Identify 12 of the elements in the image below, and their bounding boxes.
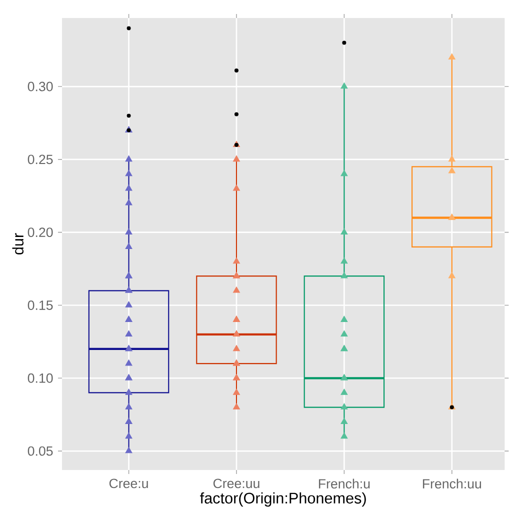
y-axis-title: dur (12, 233, 24, 254)
y-tick-label: 0.25 (28, 154, 53, 164)
x-tick-label: French:u (318, 478, 370, 488)
y-tick-label: 0.10 (28, 373, 53, 383)
y-tick-label: 0.20 (28, 228, 53, 238)
x-tick-label: Cree:uu (213, 478, 260, 488)
x-tick-label: French:uu (422, 478, 482, 488)
y-tick-label: 0.05 (28, 446, 53, 456)
x-axis-title: factor(Origin:Phonemes) (200, 492, 366, 507)
y-tick-label: 0.15 (28, 300, 53, 310)
y-tick-label: 0.30 (28, 82, 53, 92)
x-tick-label: Cree:u (109, 478, 148, 488)
